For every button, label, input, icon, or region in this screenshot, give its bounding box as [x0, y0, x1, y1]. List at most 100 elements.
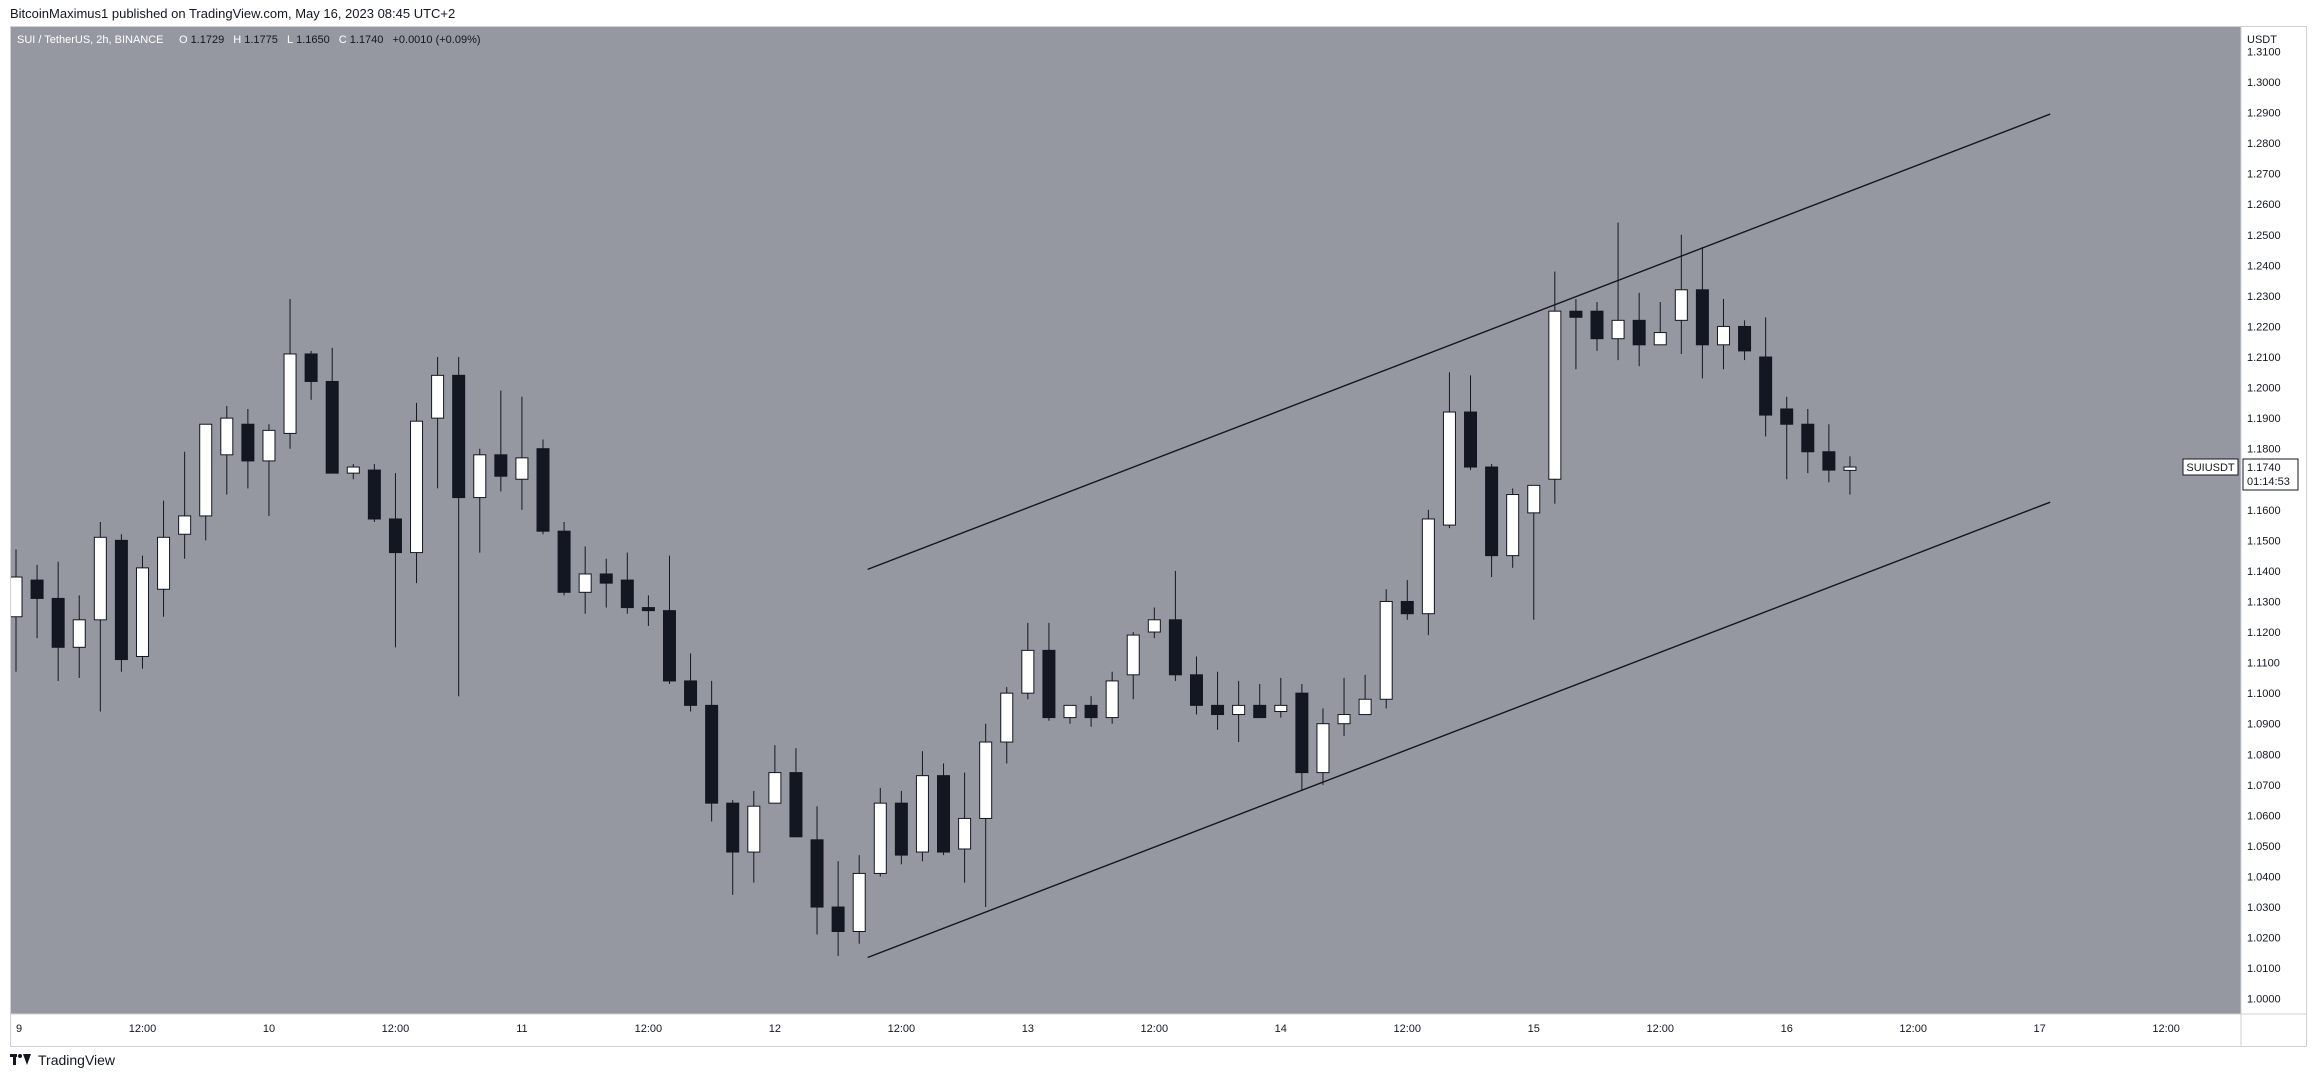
candle-body — [157, 536, 171, 590]
candle-body — [768, 772, 782, 804]
candle — [1063, 704, 1077, 724]
candle-body — [599, 573, 613, 584]
candle-body — [1021, 649, 1035, 694]
candle — [662, 555, 676, 684]
x-tick-label: 15 — [1528, 1023, 1540, 1035]
y-tick-label: 1.2700 — [2247, 169, 2281, 181]
candle — [873, 787, 887, 877]
candle-body — [1442, 411, 1456, 526]
tradingview-logo-icon — [10, 1054, 31, 1065]
x-tick-label: 10 — [263, 1023, 275, 1035]
y-tick-label: 1.3100 — [2247, 46, 2281, 58]
candle — [1506, 488, 1520, 568]
y-tick-label: 1.1800 — [2247, 444, 2281, 456]
candle — [958, 772, 972, 883]
candle-body — [1189, 674, 1203, 706]
symbol-badge — [2182, 458, 2239, 476]
candle-body — [220, 417, 234, 456]
candle-body — [1084, 704, 1098, 719]
candle-body — [325, 380, 339, 474]
candle — [1759, 317, 1773, 437]
publisher-line: BitcoinMaximus1 published on TradingView… — [10, 6, 456, 21]
candle-body — [1063, 704, 1077, 719]
candle — [1527, 484, 1541, 620]
candle-body — [135, 567, 149, 657]
change-value: +0.0010 (+0.09%) — [392, 34, 480, 46]
candle-body — [1801, 423, 1815, 453]
candle — [1780, 396, 1794, 480]
candle — [1590, 302, 1604, 351]
y-tick-label: 1.1300 — [2247, 596, 2281, 608]
candle — [1000, 687, 1014, 764]
candle-body — [72, 619, 86, 648]
symbol-line: SUI / TetherUS, 2h, BINANCE — [17, 34, 164, 46]
candle — [178, 451, 192, 559]
x-tick-label: 12:00 — [888, 1023, 916, 1035]
candle — [346, 463, 360, 480]
candle-body — [873, 802, 887, 874]
candle-body — [1653, 332, 1667, 346]
candle-body — [747, 805, 761, 853]
candle-body — [1316, 723, 1330, 774]
candle-body — [30, 579, 44, 599]
close-value: 1.1740 — [350, 34, 384, 46]
chart-container[interactable]: 1.3100 1.3000 1.2900 1.2800 1.2700 1.2600 1.25… — [10, 26, 2307, 1047]
high-label: H — [233, 34, 241, 46]
candle — [1316, 708, 1330, 785]
candle-body — [452, 374, 466, 499]
candle-body — [1126, 634, 1140, 676]
high-value: 1.1775 — [244, 34, 278, 46]
candle — [1611, 222, 1625, 361]
candle — [1042, 622, 1056, 721]
candle — [1189, 656, 1203, 715]
candle — [1485, 463, 1499, 578]
candle-body — [620, 579, 634, 609]
candle — [747, 790, 761, 883]
candle — [1716, 298, 1730, 370]
candle — [1632, 292, 1646, 367]
candlestick-chart[interactable]: 1.3100 1.3000 1.2900 1.2800 1.2700 1.2600 1.25… — [11, 27, 2306, 1046]
y-tick-label: 1.1100 — [2247, 658, 2280, 670]
candle-body — [1000, 692, 1014, 743]
candle — [768, 745, 782, 804]
candle-body — [1738, 325, 1752, 352]
y-tick-label: 1.1600 — [2247, 505, 2281, 517]
trendline[interactable] — [867, 501, 2051, 959]
candle — [431, 357, 445, 489]
y-tick-label: 1.1900 — [2247, 413, 2281, 425]
candle — [1801, 408, 1815, 474]
candle-body — [1843, 466, 1857, 471]
candle-body — [367, 469, 381, 520]
candle — [135, 555, 149, 669]
footer-brand[interactable]: TradingView — [10, 1052, 115, 1068]
x-tick-label: 12:00 — [2152, 1023, 2180, 1035]
candle-body — [979, 741, 993, 819]
y-tick-label: 1.2000 — [2247, 383, 2281, 395]
symbol-badge-text: SUIUSDT — [2186, 462, 2235, 474]
candle — [557, 522, 571, 596]
candle — [915, 751, 929, 862]
candle — [1569, 298, 1583, 370]
candle-body — [789, 772, 803, 838]
candle-body — [1400, 600, 1414, 615]
plot-background — [11, 27, 2241, 1014]
open-value: 1.1729 — [191, 34, 225, 46]
candle — [494, 390, 508, 492]
candle-body — [894, 802, 908, 856]
candle-body — [283, 353, 297, 434]
candle — [1442, 372, 1456, 529]
candle — [262, 424, 276, 516]
candle-body — [1211, 704, 1225, 716]
candle — [220, 405, 234, 495]
candle — [410, 402, 424, 584]
candle-body — [1464, 411, 1478, 468]
y-tick-label: 1.3000 — [2247, 77, 2281, 89]
candle-body — [810, 839, 824, 908]
x-tick-label: 14 — [1275, 1023, 1287, 1035]
open-label: O — [179, 34, 188, 46]
x-tick-label: 16 — [1781, 1023, 1793, 1035]
y-tick-label: 1.0200 — [2247, 933, 2281, 945]
candle-body — [1780, 408, 1794, 425]
trendline[interactable] — [867, 113, 2051, 571]
candle-body — [1674, 289, 1688, 321]
